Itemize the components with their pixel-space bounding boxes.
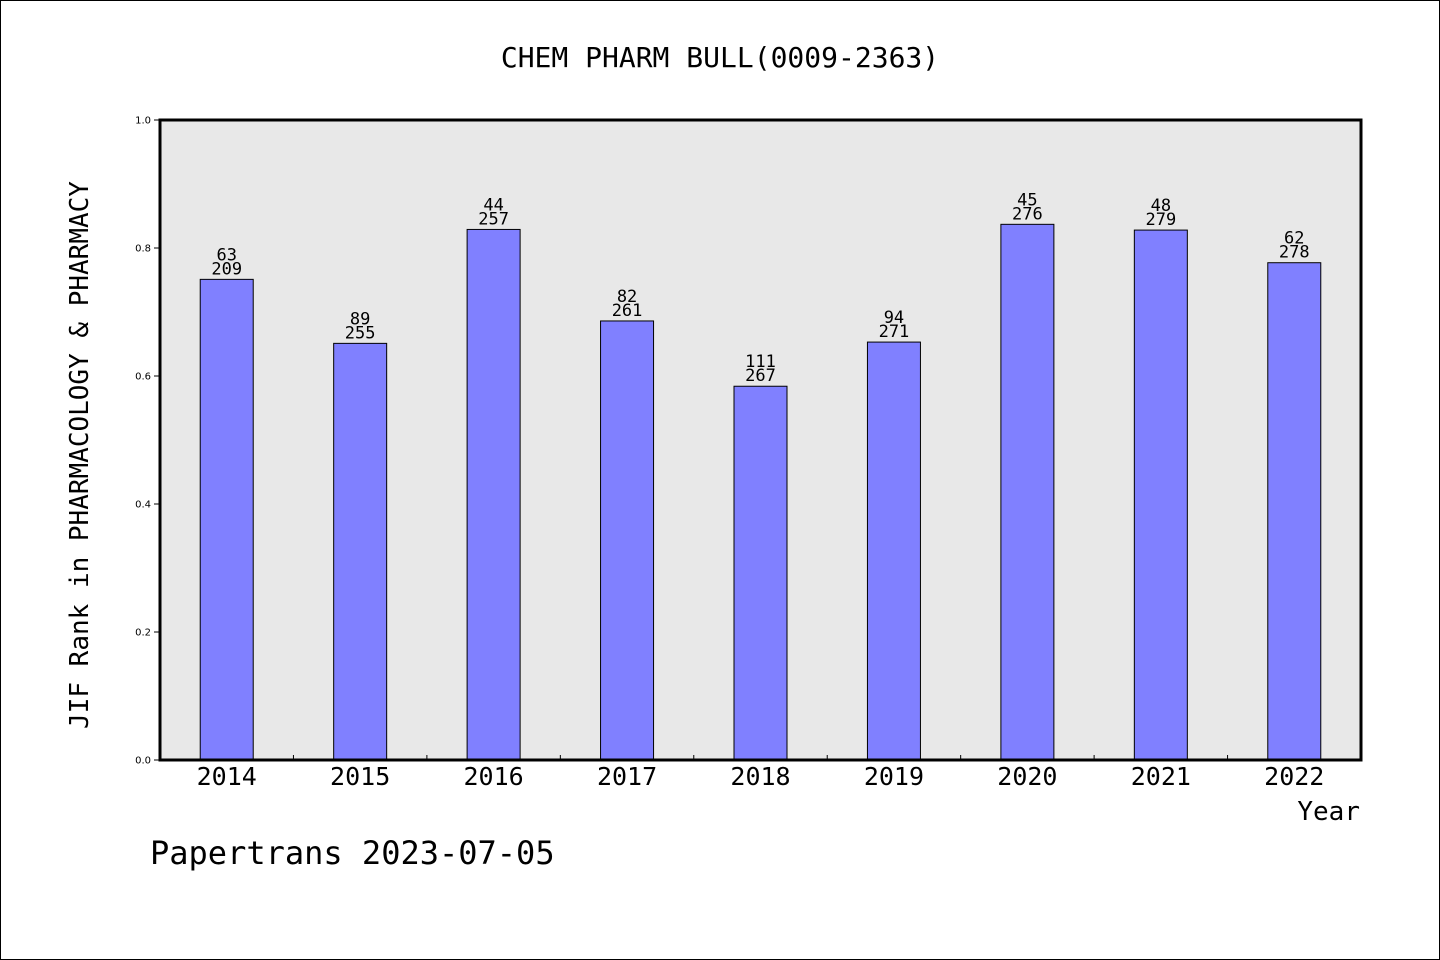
- bar-total-label: 271: [879, 322, 910, 342]
- bar-rank-label: 63: [216, 245, 236, 265]
- y-tick-label: 0.8: [135, 244, 151, 255]
- bar-rank-label: 48: [1151, 196, 1171, 216]
- bar-total-label: 279: [1145, 210, 1176, 230]
- x-tick-label: 2022: [1264, 762, 1324, 791]
- x-tick-label: 2015: [330, 762, 390, 791]
- y-tick-label: 0.0: [135, 756, 151, 767]
- x-tick-label: 2018: [730, 762, 790, 791]
- y-tick-label: 0.6: [135, 372, 151, 383]
- bar: [1000, 223, 1055, 761]
- x-axis: 2014 2015 2016 2017 2018 2019 2020 2021 2022: [197, 755, 1324, 791]
- bar-rank-label: 44: [483, 195, 503, 215]
- bar-total-label: 267: [745, 366, 776, 386]
- y-tick-label: 0.2: [135, 628, 151, 639]
- bar: [333, 342, 388, 761]
- bar-total-label: 276: [1012, 204, 1043, 224]
- bar: [733, 385, 788, 761]
- bar-rank-label: 82: [617, 287, 637, 307]
- bar-total-label: 261: [612, 301, 643, 321]
- bar-total-label: 257: [478, 209, 509, 229]
- x-tick-label: 2017: [597, 762, 657, 791]
- x-tick-label: 2021: [1131, 762, 1191, 791]
- x-tick-label: 2014: [197, 762, 257, 791]
- bar-rank-label: 94: [884, 308, 904, 328]
- y-axis-label: JIF Rank in PHARMACOLOGY & PHARMACY: [65, 181, 95, 729]
- bar: [1267, 262, 1322, 761]
- bar: [1133, 229, 1188, 761]
- chart-title: CHEM PHARM BULL(0009-2363): [501, 41, 939, 74]
- plot-border: [158, 118, 1363, 762]
- bar-total-label: 278: [1279, 243, 1310, 263]
- bar-total-label: 209: [211, 259, 242, 279]
- bar-rank-label: 89: [350, 309, 370, 329]
- x-tick-label: 2020: [997, 762, 1057, 791]
- footer-credit: Papertrans 2023-07-05: [150, 834, 555, 872]
- bar: [199, 278, 254, 761]
- x-tick-label: 2019: [864, 762, 924, 791]
- x-axis-label: Year: [1297, 797, 1360, 827]
- bar-series: [199, 223, 1322, 761]
- bar-rank-label: 62: [1284, 229, 1304, 249]
- bar: [600, 320, 655, 761]
- bar-rank-label: 45: [1017, 190, 1037, 210]
- bar: [466, 228, 521, 761]
- bar: [866, 341, 921, 761]
- x-tick-label: 2016: [464, 762, 524, 791]
- bar-rank-label: 111: [745, 352, 776, 372]
- y-tick-label: 0.4: [135, 500, 151, 511]
- bar-total-label: 255: [345, 323, 376, 343]
- y-tick-label: 1.0: [135, 116, 151, 127]
- y-axis: 0.0 0.2 0.4 0.6 0.8 1.0: [135, 116, 160, 767]
